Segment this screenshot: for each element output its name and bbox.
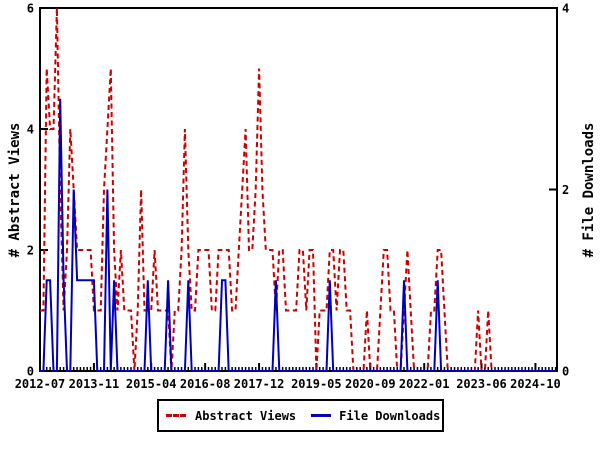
legend: Abstract Views File Downloads	[157, 399, 444, 432]
x-axis-tick-label: 2013-11	[69, 377, 120, 391]
series-line-file-downloads	[40, 98, 556, 372]
legend-swatch-file-downloads	[311, 414, 332, 417]
x-axis-tick-label: 2020-09	[345, 377, 396, 391]
y-axis-right-title: # File Downloads	[581, 122, 597, 258]
y-axis-right-tick-label: 0	[562, 365, 569, 379]
legend-label-file-downloads: File Downloads	[339, 408, 441, 423]
x-axis-tick-label: 2022-01	[399, 377, 450, 391]
series-line-abstract-views	[40, 7, 556, 372]
x-axis-tick-label: 2023-06	[456, 377, 507, 391]
plot-frame	[39, 7, 558, 372]
x-axis-tick-label: 2016-08	[180, 377, 231, 391]
y-axis-left-tick-label: 2	[27, 244, 34, 258]
x-axis-tick-label: 2017-12	[234, 377, 285, 391]
y-axis-right-tick-label: 4	[562, 2, 569, 16]
y-axis-left-tick-label: 4	[27, 123, 34, 137]
x-axis-tick-label: 2019-05	[291, 377, 342, 391]
y-axis-left-tick-label: 6	[27, 2, 34, 16]
y-axis-right-tick-label: 2	[562, 183, 569, 197]
x-axis-tick-label: 2024-10	[510, 377, 561, 391]
legend-swatch-abstract-views	[166, 414, 186, 417]
x-axis-tick-label: 2012-07	[15, 377, 66, 391]
y-axis-left-tick-label: 0	[27, 365, 34, 379]
legend-label-abstract-views: Abstract Views	[195, 408, 297, 423]
y-axis-left-title: # Abstract Views	[7, 122, 23, 258]
x-axis-tick-label: 2015-04	[126, 377, 177, 391]
